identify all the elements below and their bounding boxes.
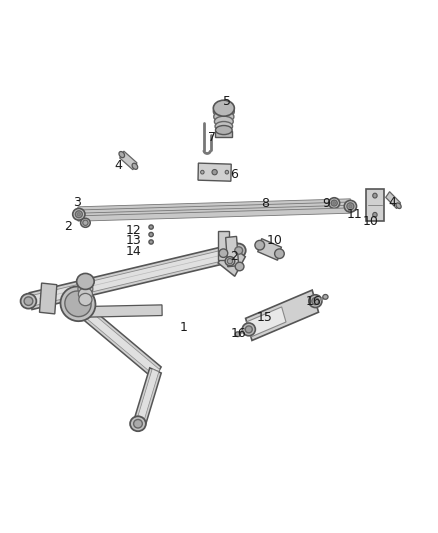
Polygon shape [247,307,286,337]
Ellipse shape [333,201,336,204]
Text: 16: 16 [305,295,321,308]
Text: 11: 11 [347,208,363,221]
Polygon shape [59,288,160,377]
Polygon shape [58,286,161,379]
Text: 10: 10 [267,235,283,247]
Ellipse shape [21,294,36,309]
Polygon shape [30,246,240,306]
Ellipse shape [132,163,138,169]
Polygon shape [218,244,245,276]
Text: 5: 5 [223,95,231,108]
Text: 9: 9 [322,197,330,210]
Ellipse shape [214,111,234,123]
Ellipse shape [78,277,93,290]
Ellipse shape [212,169,217,175]
Ellipse shape [235,262,244,271]
Polygon shape [88,305,162,317]
Ellipse shape [373,193,377,198]
Ellipse shape [323,294,328,300]
Text: 15: 15 [257,311,273,324]
Polygon shape [137,369,159,423]
Polygon shape [120,151,137,169]
Ellipse shape [213,100,234,116]
Ellipse shape [79,293,92,305]
Ellipse shape [215,126,232,135]
Ellipse shape [77,273,94,289]
Text: 4: 4 [388,196,396,209]
Ellipse shape [347,203,354,209]
Text: 3: 3 [73,196,81,209]
Polygon shape [78,202,350,215]
Text: 13: 13 [126,235,141,247]
Text: 1: 1 [180,321,188,334]
Bar [226,237,239,266]
Polygon shape [134,368,161,424]
Ellipse shape [215,122,233,131]
Bar [215,131,232,137]
Polygon shape [385,192,401,208]
Ellipse shape [227,259,233,264]
Ellipse shape [201,171,204,174]
Ellipse shape [73,208,85,220]
Bar [218,230,229,260]
Ellipse shape [60,286,95,321]
Polygon shape [258,239,281,260]
Ellipse shape [149,225,153,229]
Bar [198,163,231,181]
Ellipse shape [130,416,146,431]
Ellipse shape [225,171,229,174]
Ellipse shape [24,297,33,305]
Polygon shape [78,208,350,221]
Ellipse shape [349,205,352,208]
Ellipse shape [149,240,153,244]
Ellipse shape [78,282,93,295]
Ellipse shape [78,288,92,301]
Ellipse shape [81,219,90,228]
Ellipse shape [134,419,142,428]
Text: 14: 14 [126,245,141,258]
Ellipse shape [149,232,153,237]
Ellipse shape [328,198,340,208]
Polygon shape [78,205,350,219]
Ellipse shape [83,220,88,225]
Polygon shape [78,199,350,212]
Text: 4: 4 [114,159,122,172]
Ellipse shape [232,244,246,257]
Ellipse shape [331,200,337,206]
Ellipse shape [213,104,234,118]
Text: 16: 16 [231,327,247,340]
Ellipse shape [235,247,243,254]
Ellipse shape [77,213,81,216]
Ellipse shape [312,297,319,305]
Ellipse shape [65,291,91,317]
Ellipse shape [245,326,252,333]
Ellipse shape [75,211,82,217]
Polygon shape [246,290,318,341]
Ellipse shape [219,249,228,257]
Bar [39,283,57,314]
Ellipse shape [242,323,255,336]
Ellipse shape [235,332,240,337]
Ellipse shape [309,295,322,308]
Polygon shape [29,243,240,310]
Ellipse shape [275,249,284,259]
Text: 2: 2 [230,251,238,263]
Ellipse shape [396,203,401,208]
Ellipse shape [119,151,124,158]
Text: 8: 8 [261,197,269,210]
Text: 12: 12 [126,224,141,237]
Text: 2: 2 [64,220,72,233]
Ellipse shape [225,257,235,266]
Text: 6: 6 [230,168,238,181]
Ellipse shape [215,116,233,127]
Bar [366,189,384,221]
Ellipse shape [344,200,357,212]
Text: 7: 7 [208,131,216,144]
Ellipse shape [255,240,265,250]
Text: 10: 10 [362,215,378,228]
Ellipse shape [373,213,377,217]
